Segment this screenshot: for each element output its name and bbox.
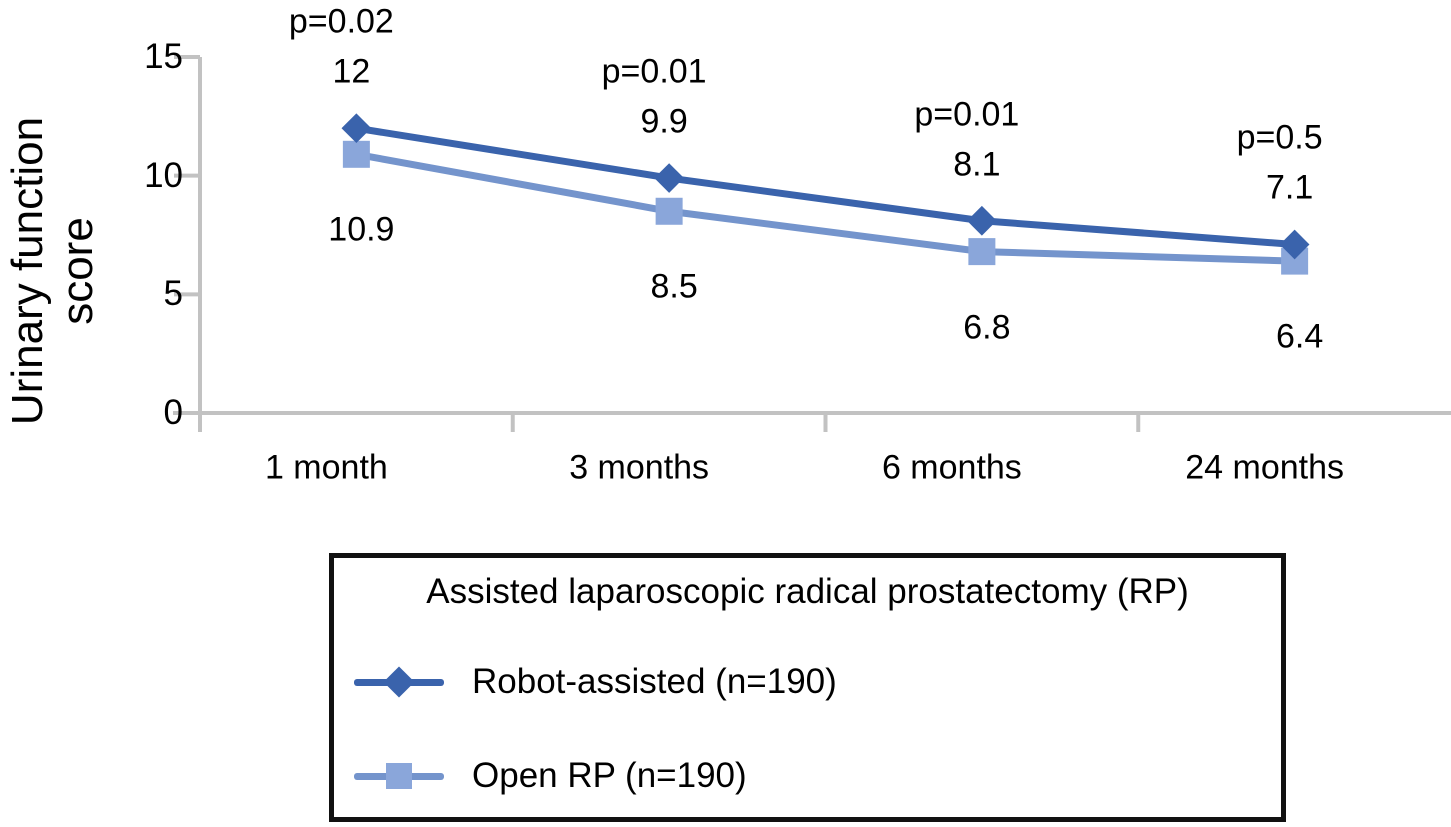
data-label-open-rp: 6.4 xyxy=(1275,317,1324,356)
x-axis-label: 24 months xyxy=(1185,448,1345,487)
diamond-marker xyxy=(1279,229,1310,260)
square-marker xyxy=(342,140,370,168)
x-axis-label: 1 month xyxy=(264,448,388,487)
y-tick-label: 15 xyxy=(144,37,183,76)
data-label-robot-assisted: 8.1 xyxy=(953,145,1001,184)
plot-area xyxy=(173,55,1451,432)
data-label-robot-assisted: 12 xyxy=(332,52,371,91)
y-axis-title-line1: Urinary function xyxy=(3,116,52,426)
p-value-label: p=0.01 xyxy=(914,95,1020,134)
y-tick-label: 0 xyxy=(163,393,183,432)
legend-label-robot-assisted: Robot-assisted (n=190) xyxy=(472,662,837,701)
y-tick-label: 5 xyxy=(163,274,183,314)
data-label-robot-assisted: 9.9 xyxy=(640,102,688,141)
legend: Assisted laparoscopic radical prostatect… xyxy=(329,553,1286,822)
legend-title: Assisted laparoscopic radical prostatect… xyxy=(426,572,1189,611)
diamond-marker xyxy=(341,113,372,144)
p-value-label: p=0.01 xyxy=(601,52,707,91)
y-tick-label: 10 xyxy=(144,155,183,195)
square-marker xyxy=(655,197,683,225)
data-label-open-rp: 8.5 xyxy=(650,267,698,306)
series-line-open-rp xyxy=(355,150,1295,265)
y-axis-title: Urinary function score xyxy=(0,31,106,511)
p-value-label: p=0.02 xyxy=(288,2,394,41)
legend-label-open-rp: Open RP (n=190) xyxy=(472,756,747,795)
data-label-open-rp: 10.9 xyxy=(328,210,395,249)
p-value-label: p=0.5 xyxy=(1236,118,1323,157)
legend-item-open-rp: Open RP (n=190) xyxy=(354,754,747,798)
data-label-robot-assisted: 7.1 xyxy=(1265,168,1314,207)
series-line-robot-assisted xyxy=(355,124,1295,248)
x-axis-label: 3 months xyxy=(569,448,710,487)
diamond-marker xyxy=(654,163,684,193)
open-rp-line-square-icon xyxy=(354,754,444,798)
square-marker xyxy=(968,238,996,266)
robot-assisted-line-diamond-icon xyxy=(354,660,444,704)
legend-item-robot-assisted: Robot-assisted (n=190) xyxy=(354,660,837,704)
diamond-marker xyxy=(967,205,997,236)
x-axis-label: 6 months xyxy=(881,448,1022,487)
data-label-open-rp: 6.8 xyxy=(963,308,1011,347)
